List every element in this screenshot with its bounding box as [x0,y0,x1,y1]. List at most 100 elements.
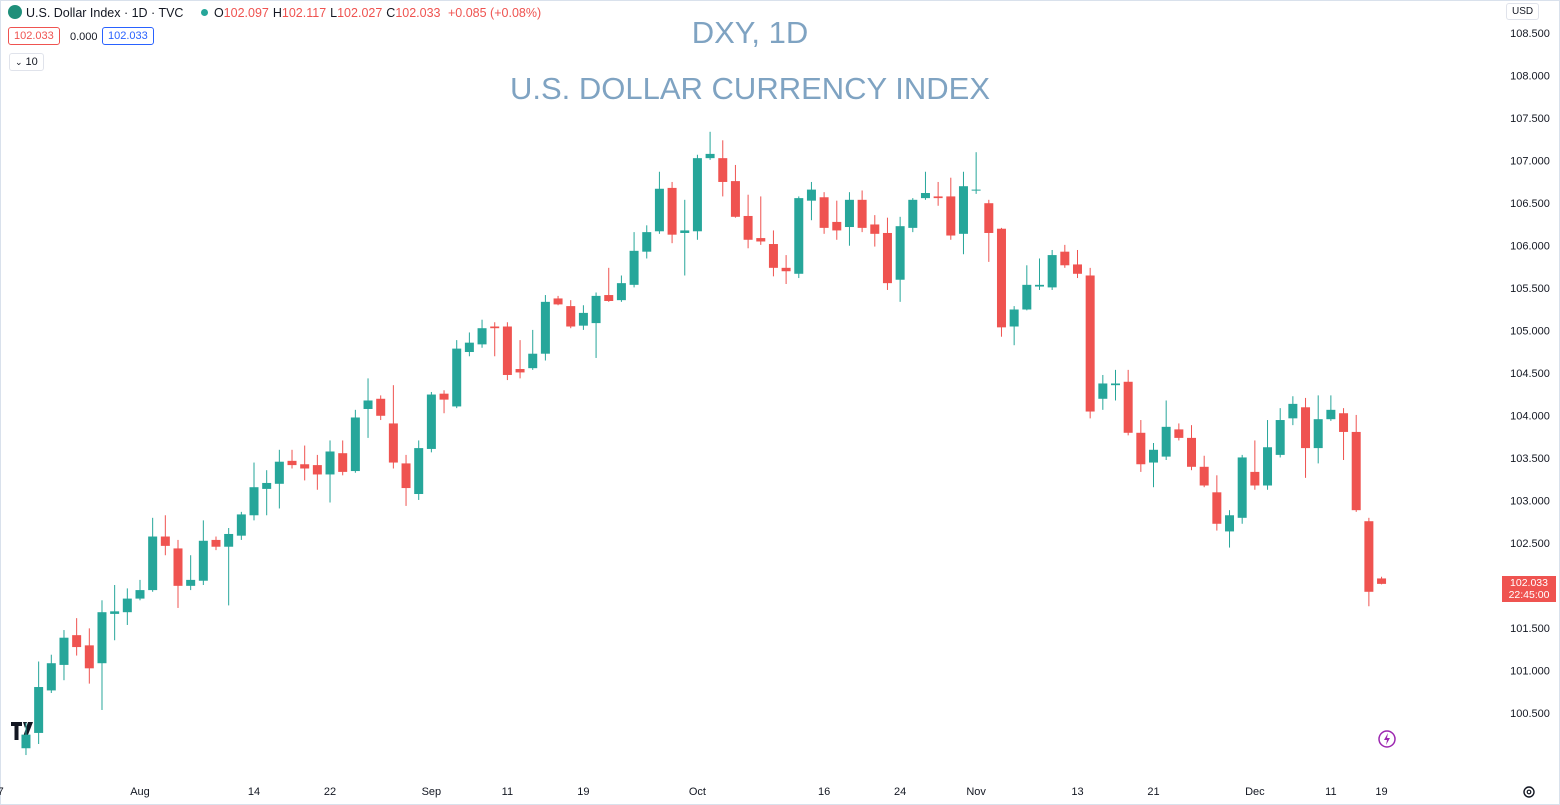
interval[interactable]: 10 [25,56,38,68]
symbol-name[interactable]: U.S. Dollar Index · 1D · TVC [26,6,184,20]
candle-body [426,394,436,449]
candle-body [515,369,525,373]
candle-body [1364,521,1374,592]
candle-body [173,548,183,586]
candle-body [1263,447,1273,486]
x-tick-label: Sep [422,786,442,798]
candle-body [1110,383,1120,386]
icon-circle[interactable] [1378,730,1396,748]
candle-body [97,612,107,664]
candle-body [895,226,905,280]
candle-body [274,461,284,484]
ohlc-key: H [272,6,282,20]
x-tick-label: Oct [689,786,706,798]
candle-body [806,189,816,201]
candle-body [1313,419,1323,449]
candle-body [781,267,791,272]
candle-body [1199,466,1209,486]
candle-body [300,464,310,469]
y-tick-label: 101.000 [1510,666,1550,678]
candle-body [1022,284,1032,310]
candle-body [971,189,981,191]
y-tick-label: 106.500 [1510,198,1550,210]
countdown: 22:45:00 [1508,588,1550,601]
y-tick-label: 106.000 [1510,240,1550,252]
candle-body [1187,437,1197,467]
x-tick-label: 13 [1071,786,1083,798]
candle-body [566,306,576,327]
candle-body [1034,284,1044,287]
symbol-icon [8,5,22,19]
y-tick-label: 105.500 [1510,283,1550,295]
spread: 0.000 [70,31,98,43]
icon-bolt[interactable] [1384,733,1390,745]
indicator-toggle[interactable]: ⌄ 10 [9,53,44,71]
candle-body [946,196,956,236]
last-price: 102.033 [1510,576,1548,589]
candle-body [642,232,652,252]
y-tick-label: 101.500 [1510,623,1550,635]
y-tick-label: 102.500 [1510,538,1550,550]
candle-body [148,536,158,591]
gear[interactable] [1523,786,1535,798]
candle-body [1060,251,1070,266]
candle-body [249,487,259,516]
chevron[interactable]: ⌄ [15,57,23,67]
candle-body [743,215,753,240]
candle-body [414,448,424,495]
candle-body [46,663,56,691]
candle-body [236,514,246,536]
candle-body [490,326,500,329]
candle-body [882,232,892,284]
x-tick-label: 21 [1147,786,1159,798]
candle-body [287,460,297,466]
candle-body [464,342,474,353]
ohlc-value: 102.117 [281,6,327,20]
candle-body [794,198,804,274]
market-status [200,9,208,16]
symbol-header[interactable]: U.S. Dollar Index · 1D · TVC O102.097 H10… [8,5,541,20]
candle-body [857,199,867,228]
x-tick-label: 19 [1375,786,1387,798]
settings-icon[interactable] [1523,786,1535,798]
gear-hub[interactable] [1526,789,1532,795]
candle-body [350,417,360,472]
candle-body [1250,471,1260,486]
candle-body [768,244,778,268]
x-tick-label: 14 [248,786,260,798]
candle-body [401,463,411,489]
candle-body [1149,449,1159,463]
x-tick-label: 24 [894,786,906,798]
candle-body [933,196,943,199]
candles [21,131,1387,756]
ohlc-value: 102.033 [395,6,441,20]
candle-body [920,193,930,199]
candle-body [870,224,880,234]
change: +0.085 (+0.08%) [448,6,542,20]
candle-body [1237,457,1247,518]
candle-body [616,283,626,301]
bid-button[interactable]: 102.033 [8,27,60,45]
candle-body [832,221,842,231]
candle-body [667,187,677,235]
x-tick-label: 7 [0,786,4,798]
currency-button[interactable]: USD [1506,3,1540,20]
candle-body [553,298,563,305]
ohlc-values: O102.097 H102.117 L102.027 C102.033 [214,6,445,20]
candle-body [591,295,601,324]
candle-body [1377,578,1387,584]
candle-body [692,158,702,232]
candle-body [996,228,1006,328]
ask-button[interactable]: 102.033 [102,27,154,45]
y-tick-label: 103.500 [1510,453,1550,465]
candle-body [439,393,449,400]
y-tick-label: 104.500 [1510,368,1550,380]
candle-body [540,301,550,354]
candle-body [72,635,82,648]
x-tick-label: 19 [577,786,589,798]
lightning-icon[interactable] [1378,730,1396,748]
candle-body [1047,255,1057,288]
candle-body [363,400,373,409]
